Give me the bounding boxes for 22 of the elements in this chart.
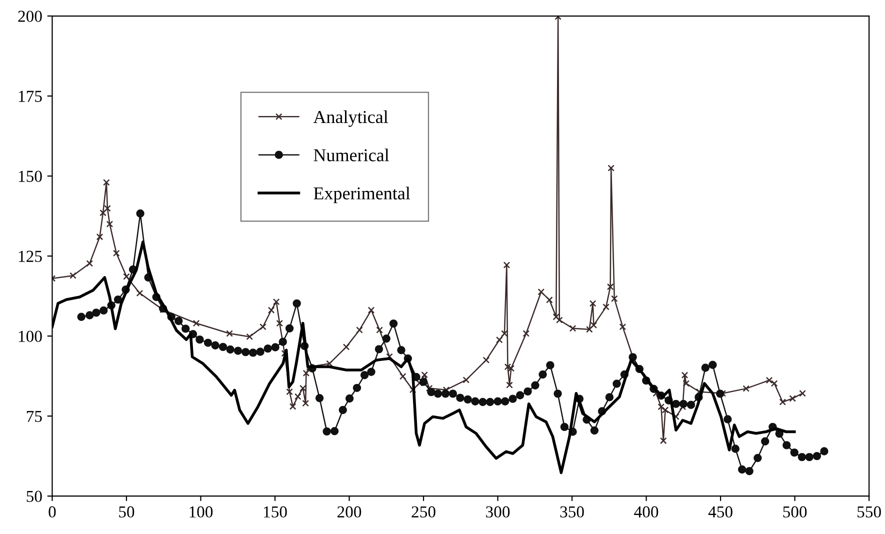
legend-label: Experimental: [314, 186, 410, 204]
x-tick-label: 0: [48, 506, 56, 518]
x-tick-label: 450: [708, 506, 732, 518]
y-tick-label: 75: [26, 410, 42, 422]
legend-label: Numerical: [314, 148, 390, 162]
y-tick-label: 150: [18, 170, 42, 182]
x-tick-label: 100: [190, 506, 213, 518]
y-tick-label: 200: [18, 10, 42, 22]
y-tick-label: 175: [18, 90, 42, 102]
x-tick-label: 200: [337, 506, 362, 518]
y-tick-label: 100: [18, 330, 42, 342]
x-tick-label: 50: [119, 506, 134, 518]
x-tick-label: 250: [412, 506, 436, 518]
x-tick-label: 300: [486, 506, 510, 518]
x-tick-label: 550: [858, 506, 881, 518]
x-tick-label: 150: [264, 506, 287, 518]
x-tick-label: 500: [783, 506, 807, 518]
legend-label: Analytical: [313, 110, 388, 127]
y-tick-label: 50: [26, 490, 42, 502]
x-tick-label: 350: [560, 506, 584, 518]
x-tick-label: 400: [634, 506, 658, 518]
y-tick-label: 125: [18, 250, 42, 262]
